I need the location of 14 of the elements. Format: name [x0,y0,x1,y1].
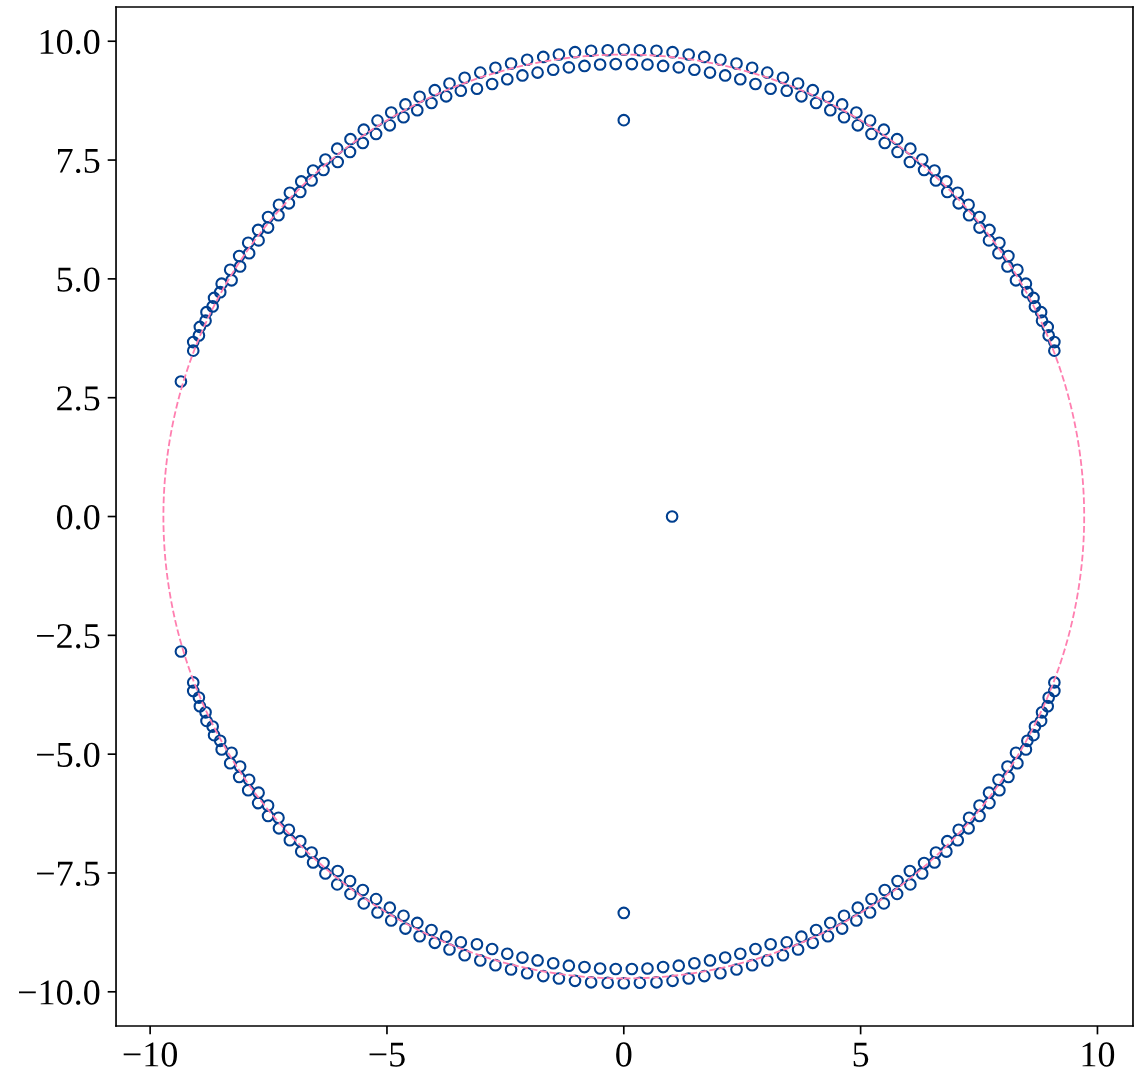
y-tick-label: −5.0 [37,742,100,768]
x-tick-label: 0 [616,1042,632,1067]
x-tick-label: 5 [853,1042,869,1067]
x-tick-label: −5 [369,1042,405,1067]
x-tick-label: −10 [123,1042,177,1067]
y-tick-label: −2.5 [37,623,100,649]
y-tick-label: 7.5 [57,148,100,174]
y-tick-label: −10.0 [18,980,100,1005]
x-tick-label: 10 [1082,1042,1115,1067]
y-tick-label: −7.5 [37,861,100,887]
y-tick-label: 0.0 [56,505,100,530]
y-tick-label: 2.5 [57,386,100,411]
y-tick-label: 10.0 [40,29,100,55]
y-tick-label: 5.0 [57,267,100,292]
